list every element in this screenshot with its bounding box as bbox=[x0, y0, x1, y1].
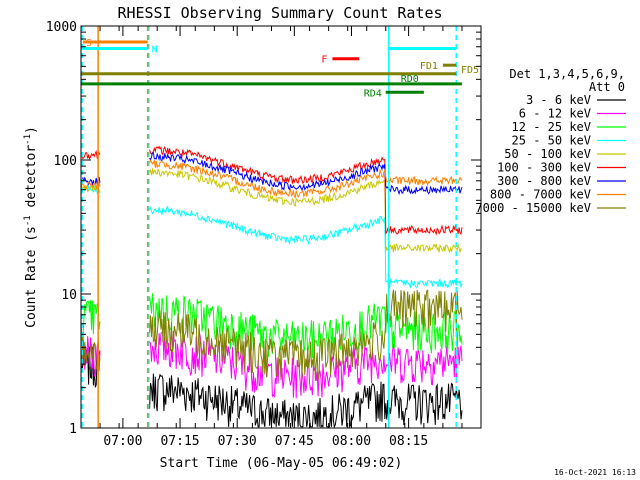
y-tick-label: 1000 bbox=[46, 20, 77, 35]
timestamp: 16-Oct-2021 16:13 bbox=[554, 468, 636, 477]
y-tick-label: 100 bbox=[54, 154, 77, 169]
legend-item-label: 7000 - 15000 keV bbox=[475, 201, 591, 215]
x-tick-label: 07:00 bbox=[103, 434, 142, 449]
y-tick-label: 10 bbox=[61, 288, 77, 303]
legend-item-label: 300 - 800 keV bbox=[497, 174, 591, 188]
series-line bbox=[80, 185, 463, 289]
chart-title: RHESSI Observing Summary Count Rates bbox=[117, 4, 442, 22]
series-line bbox=[80, 293, 463, 360]
x-tick-label: 08:15 bbox=[389, 434, 428, 449]
legend-item-label: 800 - 7000 keV bbox=[490, 188, 591, 202]
legend-item-label: 25 - 50 keV bbox=[512, 134, 591, 148]
axes bbox=[80, 25, 482, 429]
flag-label: FD1 bbox=[420, 61, 438, 72]
series-line bbox=[80, 289, 463, 381]
legend-item-label: 3 - 6 keV bbox=[526, 93, 591, 107]
y-axis-ticks: 1 10 100 1000 bbox=[46, 20, 481, 437]
plot-frame bbox=[80, 25, 482, 429]
flag-label: S bbox=[86, 38, 92, 49]
y-tick-label: 1 bbox=[69, 422, 77, 437]
legend-attenuator: Att 0 bbox=[589, 80, 625, 94]
flag-label: FD5 bbox=[461, 65, 479, 76]
plot-area: S N F FD1 FD5 RD0 RD4 bbox=[80, 26, 479, 429]
x-axis-ticks: 07:00 07:15 07:30 07:45 08:00 08:15 bbox=[80, 26, 482, 449]
legend-item-label: 6 - 12 keV bbox=[519, 107, 591, 121]
legend-item-label: 100 - 300 keV bbox=[497, 161, 591, 175]
legend-header: Det 1,3,4,5,6,9, bbox=[509, 67, 625, 81]
flag-label: RD0 bbox=[401, 74, 419, 85]
flag-label: RD4 bbox=[364, 88, 382, 99]
legend-item-label: 12 - 25 keV bbox=[512, 120, 591, 134]
y-axis-label: Count Rate (s-1 detector-1) bbox=[23, 126, 39, 328]
x-axis-label: Start Time (06-May-05 06:49:02) bbox=[160, 456, 403, 471]
series-line bbox=[80, 159, 463, 199]
x-tick-label: 07:15 bbox=[160, 434, 199, 449]
x-tick-label: 08:00 bbox=[332, 434, 371, 449]
flag-label: N bbox=[152, 44, 158, 55]
series-line bbox=[80, 145, 463, 236]
series-line bbox=[80, 168, 463, 254]
series-line bbox=[80, 152, 463, 196]
legend-item-label: 50 - 100 keV bbox=[504, 147, 591, 161]
flag-label: F bbox=[321, 55, 327, 66]
x-tick-label: 07:30 bbox=[218, 434, 257, 449]
x-tick-label: 07:45 bbox=[275, 434, 314, 449]
